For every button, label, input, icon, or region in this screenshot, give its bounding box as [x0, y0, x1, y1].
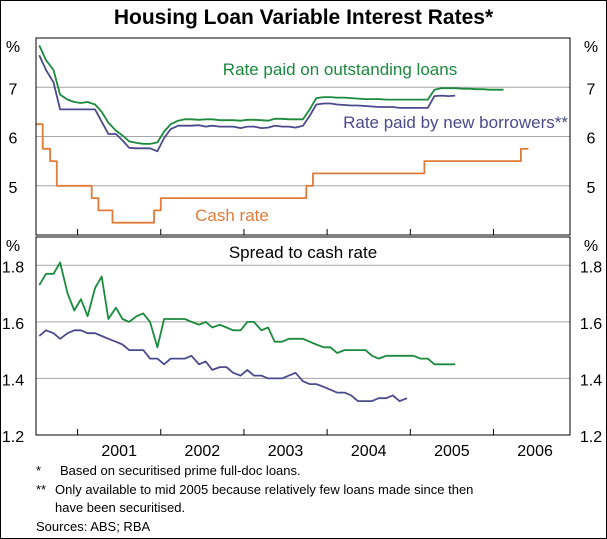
y-tick-left-bottom-1.4: 1.4 [2, 372, 24, 389]
chart-title: Housing Loan Variable Interest Rates* [114, 6, 494, 29]
y-tick-left-top-7: 7 [9, 81, 18, 98]
y-tick-left-top-5: 5 [9, 180, 18, 197]
panel-title-bottom: Spread to cash rate [229, 243, 377, 262]
footnote-1-text: Based on securitised prime full-doc loan… [60, 463, 301, 478]
x-tick-label-2004: 2004 [351, 443, 387, 460]
series-line-top-3 [36, 123, 529, 224]
series-label-top-1: Rate paid on outstanding loans [223, 60, 457, 79]
y-tick-left-bottom-1.8: 1.8 [2, 259, 24, 276]
series-label-top-2: Rate paid by new borrowers** [343, 113, 568, 132]
y-tick-left-bottom-1.6: 1.6 [2, 316, 24, 333]
x-tick-label-2002: 2002 [185, 443, 221, 460]
footnote-1-mark: * [36, 463, 41, 478]
x-tick-label-2006: 2006 [517, 443, 553, 460]
y-tick-right-bottom-1.6: 1.6 [580, 316, 602, 333]
footnote-3-text: have been securitised. [55, 500, 185, 515]
y-tick-left-bottom-1.2: 1.2 [2, 429, 24, 446]
series-line-bottom-2 [38, 329, 408, 403]
panel-frame-bottom [35, 236, 571, 436]
unit-right-top: % [584, 39, 598, 56]
panel-frame-top [35, 37, 571, 236]
y-tick-right-bottom-1.8: 1.8 [580, 259, 602, 276]
series-line-bottom-1 [38, 261, 456, 366]
series-line-top-1 [38, 45, 504, 145]
unit-left-bottom: % [6, 238, 20, 255]
x-tick-label-2001: 2001 [101, 443, 137, 460]
y-tick-right-bottom-1.4: 1.4 [580, 372, 602, 389]
footnote-2-mark: ** [36, 482, 46, 497]
x-tick-label-2003: 2003 [268, 443, 304, 460]
unit-right-bottom: % [584, 238, 598, 255]
y-tick-right-top-6: 6 [587, 131, 596, 148]
y-tick-left-top-6: 6 [9, 131, 18, 148]
series-line-top-2 [38, 54, 456, 153]
y-tick-right-top-5: 5 [587, 180, 596, 197]
series-label-top-3: Cash rate [195, 206, 269, 225]
unit-left-top: % [6, 39, 20, 56]
y-tick-right-top-7: 7 [587, 81, 596, 98]
y-tick-right-bottom-1.2: 1.2 [580, 429, 602, 446]
sources: Sources: ABS; RBA [36, 519, 150, 534]
x-tick-label-2005: 2005 [434, 443, 470, 460]
footnote-2-text: Only available to mid 2005 because relat… [55, 482, 473, 497]
